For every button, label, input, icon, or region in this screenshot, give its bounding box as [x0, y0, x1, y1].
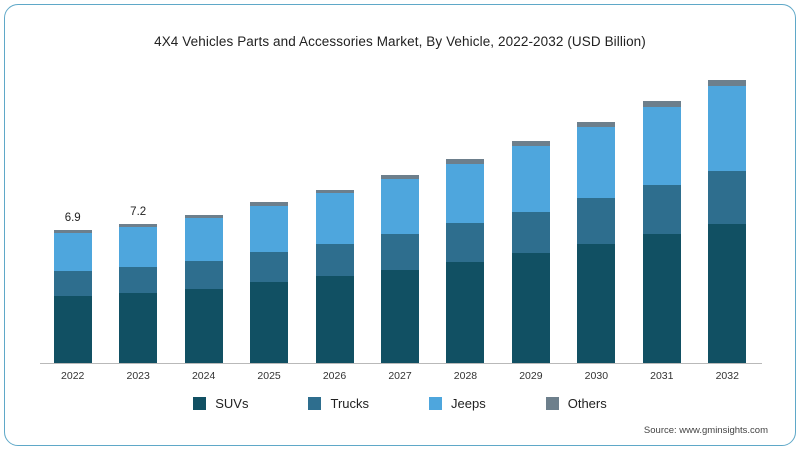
bar-segment-others[interactable] [184, 215, 223, 219]
bar-segment-jeeps[interactable] [250, 205, 289, 253]
chart-title: 4X4 Vehicles Parts and Accessories Marke… [154, 34, 646, 49]
x-tick-label: 2022 [61, 370, 85, 382]
bar-group[interactable] [511, 141, 550, 363]
bar-group[interactable] [708, 79, 747, 363]
bar-segment-trucks[interactable] [577, 198, 616, 244]
bar-segment-trucks[interactable] [119, 266, 158, 293]
chart-legend: SUVs Trucks Jeeps Others [0, 396, 800, 411]
bar-segment-jeeps[interactable] [446, 163, 485, 224]
legend-swatch-icon [429, 397, 443, 410]
legend-item-others[interactable]: Others [545, 396, 607, 411]
bar-group[interactable] [315, 189, 354, 363]
bar-segment-others[interactable] [315, 189, 354, 194]
bar-segment-others[interactable] [119, 224, 158, 228]
x-tick-label: 2031 [650, 370, 674, 382]
legend-item-jeeps[interactable]: Jeeps [429, 396, 486, 411]
x-tick-label: 2029 [519, 370, 543, 382]
bar-segment-suvs[interactable] [708, 224, 747, 363]
bar-group[interactable] [577, 121, 616, 363]
bar-segment-suvs[interactable] [250, 282, 289, 363]
bar-segment-trucks[interactable] [642, 184, 681, 234]
bar-segment-trucks[interactable] [708, 171, 747, 225]
bar-segment-suvs[interactable] [184, 288, 223, 363]
legend-label: Jeeps [451, 396, 486, 411]
bar-segment-others[interactable] [642, 100, 681, 107]
bar-segment-suvs[interactable] [642, 233, 681, 363]
legend-label: Trucks [330, 396, 370, 411]
bar-segment-suvs[interactable] [577, 243, 616, 363]
bar-segment-suvs[interactable] [315, 276, 354, 363]
bar-segment-trucks[interactable] [381, 233, 419, 270]
x-tick-label: 2028 [453, 370, 478, 382]
bar-value-label: 6.9 [64, 212, 81, 224]
bar-segment-jeeps[interactable] [53, 232, 92, 271]
bar-segment-trucks[interactable] [53, 270, 92, 296]
x-axis-line [40, 363, 762, 364]
bar-group[interactable] [381, 174, 419, 363]
legend-item-suvs[interactable]: SUVs [193, 396, 248, 411]
bar-segment-others[interactable] [577, 121, 616, 127]
x-tick-label: 2030 [584, 370, 609, 382]
bar-segment-jeeps[interactable] [381, 178, 419, 234]
bar-group[interactable] [446, 158, 485, 363]
bar-group[interactable]: 7.2 [119, 206, 158, 363]
x-tick-label: 2023 [126, 370, 150, 382]
bar-segment-others[interactable] [511, 141, 550, 147]
legend-item-trucks[interactable]: Trucks [308, 396, 369, 411]
bar-segment-trucks[interactable] [446, 223, 485, 262]
bar-segment-suvs[interactable] [119, 292, 158, 363]
bar-segment-jeeps[interactable] [184, 218, 223, 261]
bar-segment-jeeps[interactable] [511, 146, 550, 212]
bar-segment-jeeps[interactable] [708, 86, 747, 172]
bar-group[interactable] [184, 215, 223, 363]
x-tick-label: 2024 [191, 370, 216, 382]
legend-label: Others [567, 396, 607, 411]
plot-area: 6.9 7.2 [40, 70, 760, 363]
legend-label: SUVs [215, 396, 249, 411]
bar-segment-jeeps[interactable] [315, 193, 354, 244]
legend-swatch-icon [308, 397, 322, 410]
bar-group[interactable]: 6.9 [53, 212, 92, 363]
x-tick-label: 2025 [257, 370, 281, 382]
bar-segment-jeeps[interactable] [119, 227, 158, 267]
bar-segment-others[interactable] [53, 230, 92, 233]
bar-segment-trucks[interactable] [315, 243, 354, 277]
bar-value-label: 7.2 [130, 206, 147, 219]
bar-segment-trucks[interactable] [511, 211, 550, 254]
bar-group[interactable] [642, 100, 681, 363]
bar-segment-suvs[interactable] [446, 261, 485, 363]
x-tick-label: 2026 [322, 370, 347, 382]
bar-segment-others[interactable] [708, 79, 747, 87]
x-tick-label: 2032 [715, 370, 739, 382]
bar-segment-jeeps[interactable] [642, 106, 681, 185]
bar-segment-others[interactable] [250, 202, 289, 206]
legend-swatch-icon [193, 397, 207, 410]
bar-segment-others[interactable] [446, 158, 485, 164]
source-note: Source: www.gminsights.com [643, 425, 768, 436]
bar-segment-suvs[interactable] [53, 295, 92, 363]
bar-segment-jeeps[interactable] [577, 126, 616, 199]
bar-segment-others[interactable] [381, 174, 419, 179]
bar-segment-trucks[interactable] [250, 252, 289, 283]
bar-segment-suvs[interactable] [511, 253, 550, 363]
x-tick-label: 2027 [388, 370, 412, 382]
x-axis-tick-labels: 2022 2023 2024 2025 2026 2027 2028 2029 2030 2031… [40, 370, 762, 386]
bar-group[interactable] [250, 202, 289, 363]
bar-segment-suvs[interactable] [381, 269, 419, 363]
legend-swatch-icon [545, 397, 559, 410]
bar-segment-trucks[interactable] [184, 260, 223, 289]
